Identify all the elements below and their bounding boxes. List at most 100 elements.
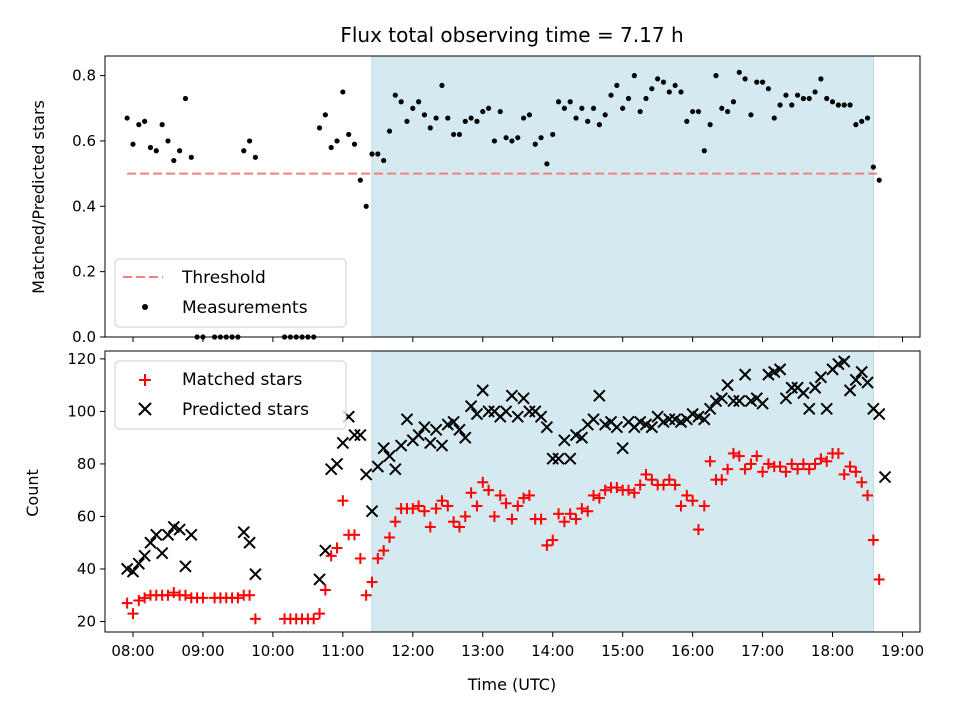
x-tick-label: 16:00 (671, 642, 714, 660)
measurement-point (142, 118, 148, 124)
measurement-point (451, 131, 457, 138)
measurement-point (859, 118, 865, 124)
measurement-point (812, 89, 818, 95)
measurement-point (585, 118, 591, 124)
matched-star-point (867, 534, 879, 546)
count-legend-box (114, 360, 347, 430)
measurement-point (509, 138, 515, 144)
measurement-point (707, 122, 713, 128)
measurement-point (398, 99, 404, 105)
measurement-point (573, 115, 579, 121)
measurement-point (754, 79, 760, 85)
measurement-point (561, 105, 567, 111)
predicted-star-point (336, 436, 350, 450)
measurement-point (829, 99, 836, 105)
matched-star-point (494, 489, 506, 501)
measurement-point (468, 115, 474, 121)
measurement-point (177, 148, 183, 154)
predicted-star-point (820, 402, 833, 415)
matched-star-point (179, 589, 191, 601)
matched-star-point (337, 495, 349, 507)
legend-matched-label: Matched stars (182, 370, 302, 390)
matched-star-point (349, 529, 361, 541)
matched-star-point (389, 516, 401, 528)
predicted-star-point (185, 528, 198, 542)
measurement-point (526, 112, 533, 118)
measurement-point (818, 76, 824, 82)
measurement-point (672, 82, 678, 89)
predicted-star-point (523, 405, 536, 418)
matched-star-point (483, 484, 495, 496)
matched-star-point (360, 589, 372, 601)
matched-star-point (780, 466, 792, 478)
matched-star-point (570, 513, 582, 525)
legend-threshold-label: Threshold (181, 268, 266, 288)
matched-star-point (471, 500, 483, 512)
measurement-point (515, 135, 521, 141)
y-tick-label: 0.0 (72, 328, 96, 346)
predicted-star-point (435, 439, 449, 452)
predicted-star-point (138, 549, 151, 563)
predicted-star-point (459, 431, 472, 444)
predicted-star-point (721, 378, 734, 392)
measurement-point (701, 148, 707, 154)
matched-star-point (681, 489, 693, 501)
y-tick-label: 0.2 (72, 263, 96, 281)
matched-star-point (815, 453, 827, 465)
ratio-legend: Threshold Measurements (114, 258, 347, 328)
matched-star-point (249, 613, 261, 625)
measurement-point (421, 112, 428, 118)
measurement-point (136, 122, 142, 128)
measurement-point (188, 154, 194, 160)
x-axis-label: Time (UTC) (467, 675, 556, 694)
predicted-star-point (389, 462, 402, 476)
measurement-point (416, 99, 422, 105)
matched-star-point (448, 516, 460, 528)
predicted-star-point (173, 523, 186, 536)
x-tick-label: 11:00 (321, 642, 364, 660)
measurement-point (252, 154, 259, 160)
matched-star-point (786, 458, 798, 470)
measurement-point (666, 89, 672, 95)
measurement-point (538, 135, 544, 141)
measurement-point (789, 102, 795, 108)
count-y-axis-label: Count (23, 469, 42, 517)
measurement-point (614, 82, 620, 89)
measurement-point (363, 203, 369, 209)
matched-star-point (430, 503, 442, 515)
measurement-point (771, 115, 777, 121)
ratio-panel: 0.00.20.40.60.8 Matched/Predicted stars … (29, 55, 921, 346)
matched-star-point (366, 576, 378, 588)
measurement-point (620, 105, 626, 111)
matched-star-point (506, 513, 518, 525)
time-x-axis: 08:00 09:00 10:00 11:00 12:00 13:00 14:00 15:00… (111, 632, 924, 660)
matched-star-point (611, 482, 623, 494)
measurement-point (759, 79, 766, 85)
measurement-point (550, 131, 556, 138)
matched-star-point (523, 489, 535, 501)
matched-star-point (692, 524, 704, 536)
measurement-point (445, 115, 451, 121)
predicted-star-point (564, 452, 577, 465)
measurement-point (794, 92, 801, 98)
count-y-axis: 20 40 60 80 100 120 (67, 350, 105, 630)
measurement-point (147, 144, 154, 151)
measurement-point (544, 161, 550, 167)
predicted-star-point (249, 568, 262, 581)
matched-star-point (407, 503, 419, 515)
matched-star-point (319, 584, 331, 596)
measurement-point (433, 115, 439, 121)
matched-star-point (459, 510, 471, 522)
measurement-point (322, 112, 328, 118)
matched-star-point (512, 500, 524, 512)
ratio-panel-frame (104, 55, 921, 338)
predicted-star-point (383, 449, 396, 463)
predicted-star-point (575, 431, 589, 444)
matched-star-point (354, 552, 366, 564)
x-tick-label: 18:00 (811, 642, 854, 660)
predicted-star-point (453, 423, 466, 436)
predicted-star-point (738, 368, 752, 381)
measurement-point (246, 138, 253, 144)
measurement-point (596, 122, 602, 128)
measurement-point (876, 177, 882, 183)
